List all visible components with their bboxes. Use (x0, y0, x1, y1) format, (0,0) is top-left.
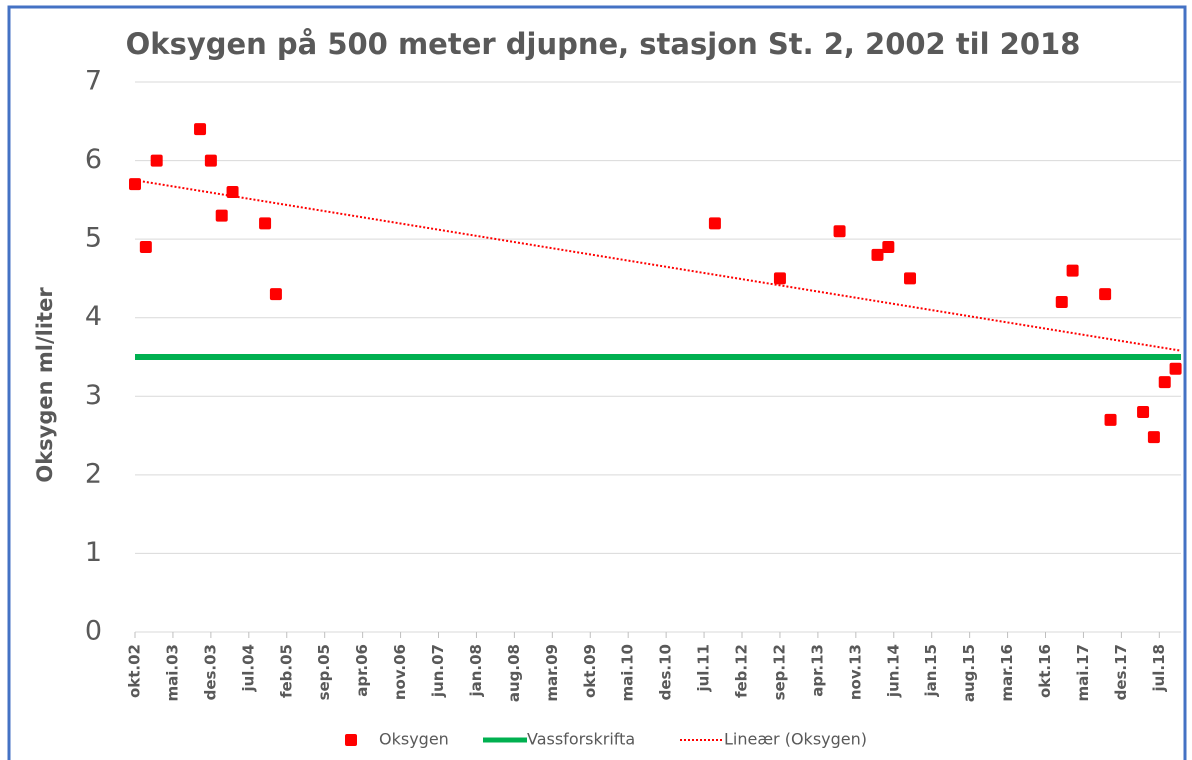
point (194, 123, 207, 136)
point (871, 248, 884, 261)
x-tick-label: jan.15 (922, 644, 940, 698)
point (259, 217, 272, 230)
y-tick-label: 7 (85, 66, 102, 97)
x-tick-label: mai.10 (619, 644, 637, 701)
legend-label: Lineær (Oksygen) (724, 730, 867, 749)
point (773, 272, 786, 285)
x-tick-label: feb.12 (733, 644, 751, 698)
y-tick-label: 6 (85, 144, 102, 175)
x-tick-label: mai.17 (1074, 644, 1092, 701)
point (904, 272, 917, 285)
point (129, 178, 141, 191)
point (833, 225, 846, 238)
y-tick-label: 3 (85, 380, 102, 411)
point (1169, 362, 1182, 375)
chart-title: Oksygen på 500 meter djupne, stasjon St.… (126, 27, 1081, 61)
point (1104, 413, 1117, 426)
point (1158, 376, 1171, 389)
point (882, 241, 895, 253)
x-tick-label: mar.16 (998, 644, 1016, 702)
y-tick-label: 5 (85, 223, 102, 254)
x-tick-label: des.03 (201, 644, 219, 700)
x-tick-label: apr.13 (808, 644, 826, 697)
x-tick-label: aug.08 (505, 644, 523, 702)
point (1099, 288, 1112, 301)
point (204, 154, 217, 167)
point (1055, 296, 1068, 308)
point (1137, 406, 1150, 418)
x-tick-label: jul.04 (239, 644, 257, 693)
x-tick-label: apr.06 (353, 644, 371, 697)
point (1147, 431, 1160, 444)
y-tick-label: 2 (85, 458, 102, 489)
x-tick-label: sep.05 (315, 644, 333, 700)
x-tick-label: nov.13 (846, 644, 864, 700)
x-tick-label: aug.15 (960, 644, 978, 702)
line (134, 179, 1182, 352)
y-axis-label: Oksygen ml/liter (33, 287, 57, 483)
point (1066, 264, 1079, 277)
legend-label: Vassforskrifta (527, 730, 635, 749)
y-tick-label: 4 (85, 301, 102, 332)
x-tick-label: mai.03 (163, 644, 181, 701)
x-tick-label: jan.08 (467, 644, 485, 698)
x-tick-label: okt.02 (126, 644, 144, 698)
x-tick-label: okt.16 (1036, 644, 1054, 698)
x-tick-label: jun.07 (429, 644, 447, 698)
y-tick-label: 0 (85, 616, 102, 647)
point (215, 209, 228, 222)
x-tick-label: nov.06 (391, 644, 409, 700)
point (269, 288, 282, 301)
x-tick-label: jul.18 (1150, 644, 1168, 693)
x-tick-label: okt.09 (581, 644, 599, 698)
x-tick-label: mar.09 (543, 644, 561, 702)
point (708, 217, 721, 230)
x-tick-label: jun.14 (884, 644, 902, 698)
y-tick-label: 1 (85, 537, 102, 568)
x-tick-label: des.17 (1112, 644, 1130, 700)
x-tick-label: jul.11 (695, 644, 713, 693)
point (150, 154, 163, 167)
point (226, 186, 239, 198)
point (139, 241, 152, 253)
legend-swatch (345, 734, 357, 746)
x-tick-label: feb.05 (277, 644, 295, 698)
x-tick-label: sep.12 (770, 644, 788, 700)
legend-label: Oksygen (379, 730, 449, 749)
x-tick-label: des.10 (657, 644, 675, 700)
